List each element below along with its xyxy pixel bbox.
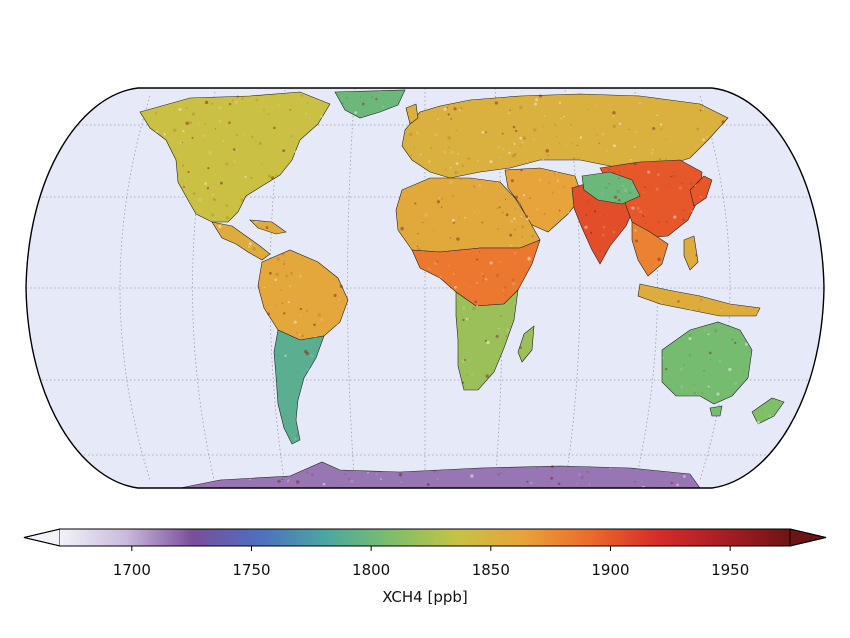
land-greenland xyxy=(334,89,406,119)
colorbar-tick-label: 1900 xyxy=(591,561,629,579)
land-central-america xyxy=(211,221,271,261)
land-australia xyxy=(661,321,753,405)
colorbar-tick-label: 1850 xyxy=(472,561,510,579)
land-antarctica xyxy=(179,461,701,488)
land-africa-south xyxy=(455,289,519,391)
land-indonesia xyxy=(637,283,761,317)
colorbar-label: XCH4 [ppb] xyxy=(382,588,468,606)
world-map xyxy=(25,87,825,489)
colorbar-outline xyxy=(23,528,827,547)
colorbar-tick-label: 1750 xyxy=(232,561,270,579)
land-south-america-south xyxy=(273,329,325,445)
map-border xyxy=(25,87,825,489)
land-tasmania xyxy=(709,405,723,417)
land-japan xyxy=(689,175,713,207)
land-caribbean xyxy=(249,219,287,235)
land-philippines xyxy=(683,235,699,271)
colorbar-tick-label: 1700 xyxy=(113,561,151,579)
colorbar-extend-low xyxy=(23,528,61,547)
land-north-america xyxy=(139,91,331,223)
colorbar: 1700 1750 1800 1850 1900 1950 XCH4 [ppb] xyxy=(23,528,827,606)
land-tibet xyxy=(581,171,641,205)
colorbar-tick-label: 1950 xyxy=(711,561,749,579)
land-south-america-north xyxy=(257,249,349,341)
colorbar-tick-label: 1800 xyxy=(352,561,390,579)
colorbar-gradient xyxy=(60,529,790,546)
land-madagascar xyxy=(517,325,535,363)
land-middle-east xyxy=(504,167,583,233)
land-southeast-asia xyxy=(631,221,669,277)
colorbar-extend-high xyxy=(789,528,827,547)
land-new-zealand xyxy=(751,397,785,425)
land-uk xyxy=(405,103,419,125)
